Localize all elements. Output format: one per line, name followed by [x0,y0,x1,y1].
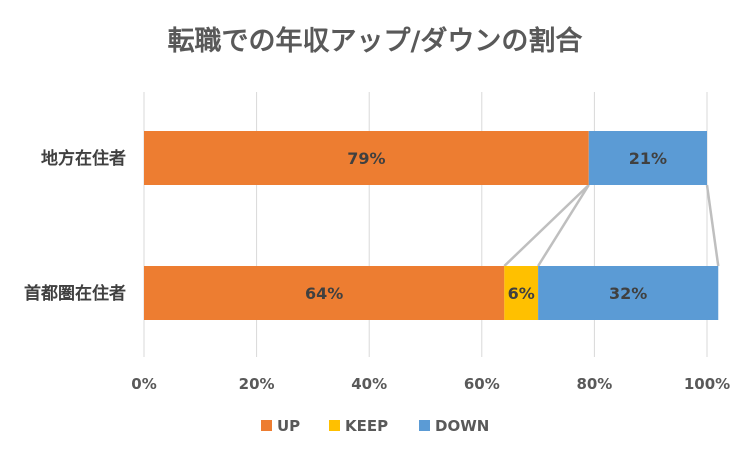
bar-up [144,266,505,320]
bar-keep [504,266,539,320]
data-labels: 79% 21% 64% 6% 32% [305,149,667,303]
x-tick-label: 60% [464,375,500,393]
category-label: 地方在住者 [41,148,126,169]
category-label: 首都圏在住者 [24,283,126,304]
bars [144,131,719,320]
x-tick-label: 80% [576,375,612,393]
series-line [537,184,590,267]
bar-down [538,266,719,320]
x-tick-label: 40% [351,375,387,393]
legend-swatch-keep [329,420,340,431]
series-line [503,184,590,267]
data-label: 79% [347,149,385,168]
x-tick-label: 0% [131,375,156,393]
data-label: 64% [305,284,343,303]
x-tick-label: 100% [684,375,730,393]
legend-label-keep: KEEP [345,417,388,435]
legend: UP KEEP DOWN [261,417,489,435]
legend-swatch-up [261,420,272,431]
bar-down [588,131,707,185]
bar-up [144,131,589,185]
legend-swatch-down [419,420,430,431]
chart-title: 転職での年収アップ/ダウンの割合 [168,25,583,57]
x-tick-label: 20% [239,375,275,393]
data-label: 6% [508,284,535,303]
legend-label-up: UP [277,417,300,435]
legend-label-down: DOWN [435,417,489,435]
series-line [705,184,720,267]
data-label: 21% [629,149,667,168]
data-label: 32% [609,284,647,303]
series-lines [503,184,720,267]
